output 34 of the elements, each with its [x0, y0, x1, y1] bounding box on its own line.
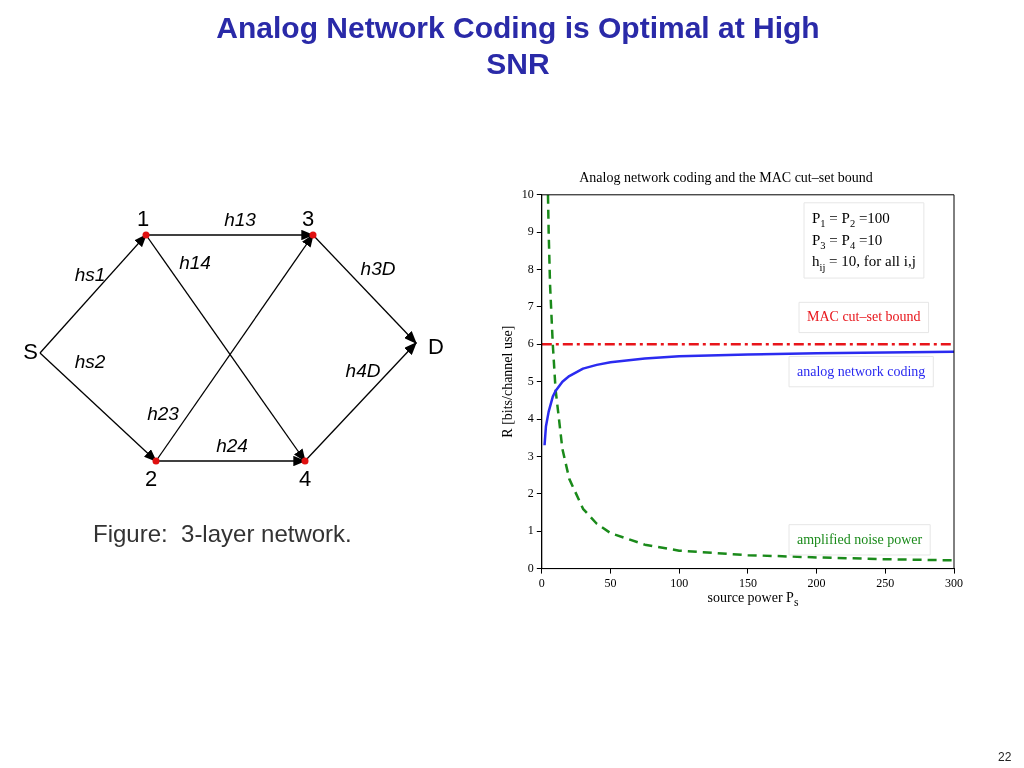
text: D — [428, 333, 444, 359]
ref-line-label: MAC cut–set bound — [807, 309, 921, 325]
x-tick-label: 50 — [604, 575, 617, 590]
text: Analog Network Coding is Optimal at High SNR — [215, 10, 821, 82]
text: S — [23, 338, 38, 364]
y-tick-label: 0 — [527, 560, 534, 575]
y-tick-label: 3 — [527, 448, 534, 463]
x-tick-label: 0 — [538, 575, 545, 590]
y-tick-label: 10 — [521, 186, 534, 201]
text: 3 — [301, 205, 315, 231]
x-tick-label: 200 — [807, 575, 826, 590]
text: 1 — [136, 205, 150, 231]
y-axis-title: R [bits/channel use] — [500, 325, 516, 438]
y-tick-label: 1 — [527, 523, 534, 538]
text: 4 — [298, 465, 312, 491]
y-tick-label: 7 — [527, 299, 534, 314]
series-label: analog network coding — [797, 363, 926, 379]
text: Figure: 3-layer network. — [93, 520, 352, 548]
y-tick-label: 8 — [527, 261, 534, 276]
y-tick-label: 6 — [527, 336, 534, 351]
series-label: amplified noise power — [797, 531, 923, 547]
y-tick-label: 5 — [527, 373, 534, 388]
x-tick-label: 300 — [945, 575, 963, 590]
chart-title: Analog network coding and the MAC cut–set bound — [579, 170, 873, 186]
x-tick-label: 100 — [670, 575, 689, 590]
x-tick-label: 250 — [876, 575, 895, 590]
text: 2 — [144, 465, 158, 491]
y-tick-label: 4 — [527, 411, 534, 426]
text: 22 — [998, 750, 1012, 764]
text: h13 — [224, 209, 257, 230]
x-tick-label: 150 — [738, 575, 757, 590]
x-axis-title: source power P$_{s}$ — [706, 590, 800, 609]
y-tick-label: 9 — [527, 224, 534, 239]
y-tick-label: 2 — [527, 486, 534, 500]
